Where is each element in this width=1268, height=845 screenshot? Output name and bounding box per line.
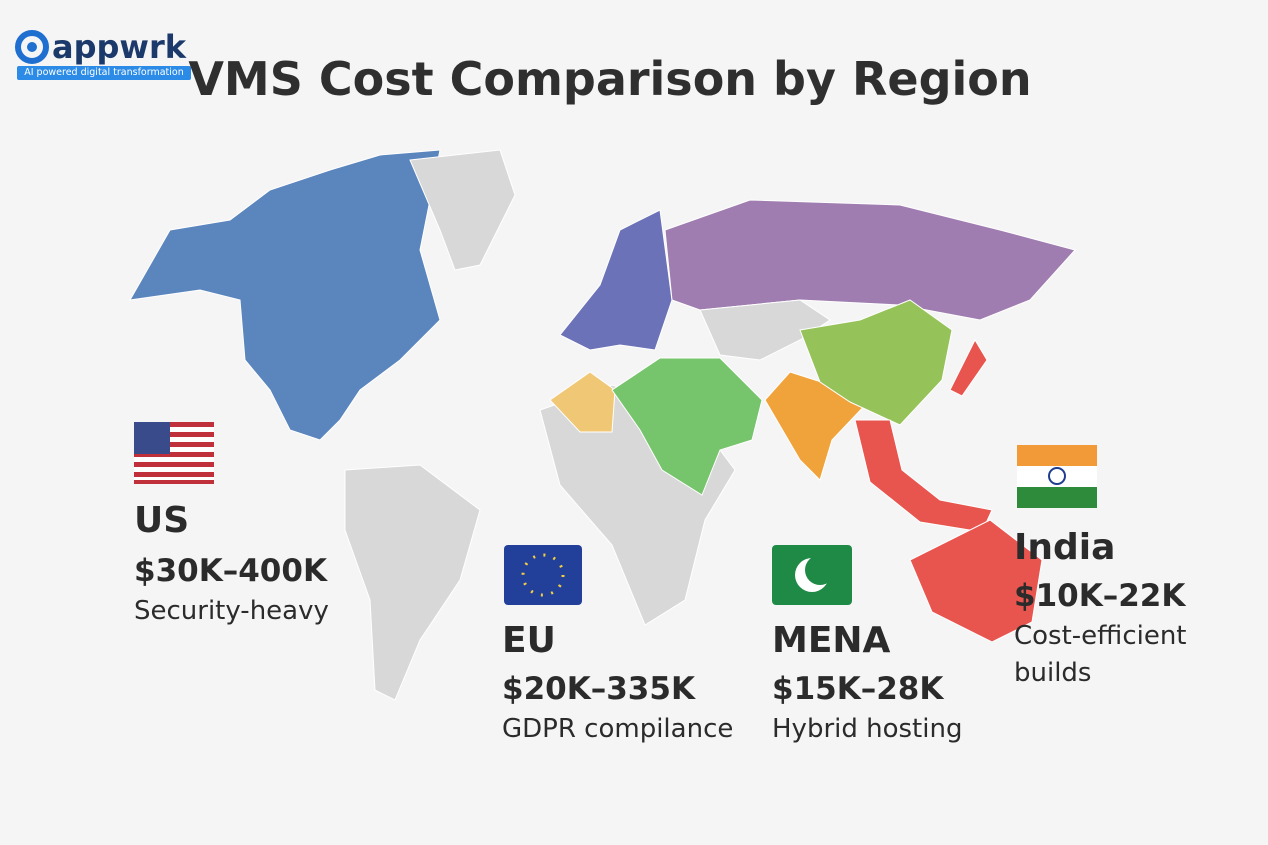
region-note: GDPR compilance [502, 714, 734, 744]
japan [949, 338, 988, 397]
north-africa [549, 371, 616, 433]
title: VMS Cost Comparison by Region [188, 52, 1032, 106]
logo-icon [15, 30, 49, 64]
region-india: India $10K–22K Cost-efficient builds [1014, 527, 1204, 692]
region-note: Security-heavy [134, 596, 329, 626]
region-name: EU [502, 620, 556, 661]
north-america [129, 149, 441, 441]
flag-eu [504, 545, 582, 605]
south-america [344, 464, 481, 701]
greenland [409, 149, 516, 271]
flag-mena [772, 545, 852, 605]
region-us: US $30K–400K Security-heavy [134, 500, 394, 630]
region-mena: MENA $15K–28K Hybrid hosting [772, 620, 1012, 748]
continents [129, 149, 1076, 701]
region-name: US [134, 500, 190, 541]
mena [611, 357, 763, 496]
region-name: India [1014, 527, 1116, 568]
india [764, 371, 871, 481]
region-note: Cost-efficient builds [1014, 621, 1187, 688]
logo-tagline: AI powered digital transformation [17, 66, 191, 80]
southeast-asia [854, 419, 993, 533]
logo-icon-dot [27, 42, 37, 52]
region-note: Hybrid hosting [772, 714, 963, 744]
russia [664, 199, 1076, 321]
flag-india [1017, 445, 1097, 508]
logo-name: appwrk [52, 28, 187, 66]
central-asia [699, 299, 831, 361]
region-eu: EU $20K–335K GDPR compilance [502, 620, 762, 748]
region-cost: $15K–28K [772, 671, 944, 707]
china [799, 299, 953, 426]
australia [909, 519, 1043, 643]
region-cost: $10K–22K [1014, 578, 1186, 614]
region-name: MENA [772, 620, 891, 661]
region-cost: $30K–400K [134, 553, 327, 589]
europe [559, 209, 673, 351]
flag-us [134, 422, 214, 484]
region-cost: $20K–335K [502, 671, 695, 707]
